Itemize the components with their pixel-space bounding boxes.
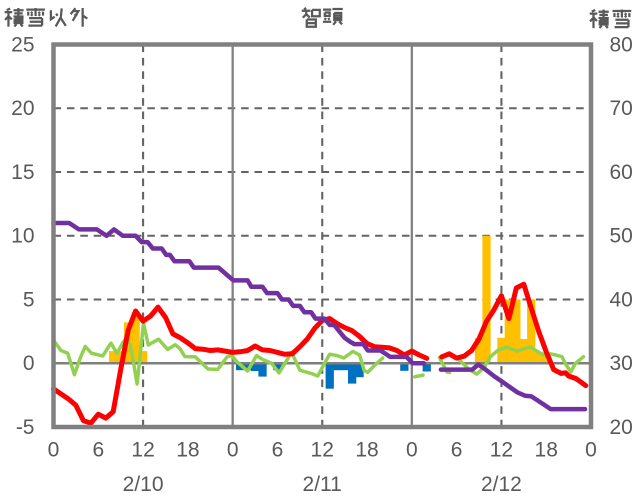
svg-text:80: 80	[610, 33, 633, 56]
svg-text:-5: -5	[16, 416, 35, 439]
svg-text:0: 0	[227, 439, 239, 462]
svg-text:12: 12	[311, 439, 334, 462]
svg-text:60: 60	[610, 161, 633, 184]
svg-text:15: 15	[11, 161, 34, 184]
svg-text:40: 40	[610, 288, 633, 311]
svg-text:0: 0	[23, 352, 35, 375]
svg-text:20: 20	[11, 97, 34, 120]
svg-text:18: 18	[176, 439, 199, 462]
svg-text:6: 6	[451, 439, 463, 462]
svg-text:2/12: 2/12	[481, 473, 522, 496]
svg-text:30: 30	[610, 352, 633, 375]
svg-text:10: 10	[11, 225, 34, 248]
svg-text:0: 0	[48, 439, 60, 462]
svg-text:12: 12	[131, 439, 154, 462]
svg-text:18: 18	[355, 439, 378, 462]
svg-text:5: 5	[23, 288, 35, 311]
svg-text:2/11: 2/11	[303, 473, 342, 496]
svg-text:18: 18	[535, 439, 558, 462]
svg-text:0: 0	[406, 439, 418, 462]
svg-text:12: 12	[490, 439, 513, 462]
svg-text:25: 25	[11, 33, 34, 56]
svg-text:2/10: 2/10	[123, 473, 164, 496]
svg-text:0: 0	[585, 439, 597, 462]
svg-text:50: 50	[610, 225, 633, 248]
svg-text:70: 70	[610, 97, 633, 120]
svg-text:6: 6	[92, 439, 104, 462]
svg-text:20: 20	[610, 416, 633, 439]
svg-text:6: 6	[272, 439, 284, 462]
